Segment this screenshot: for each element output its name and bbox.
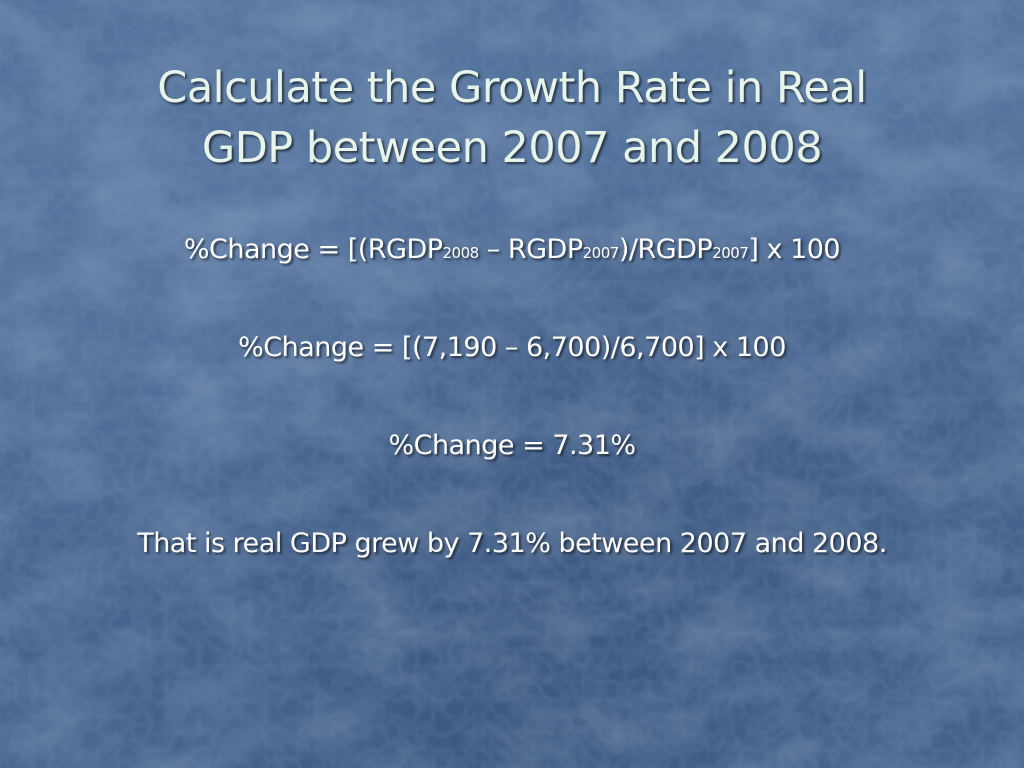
slide-title: Calculate the Growth Rate in Real GDP be…: [40, 58, 984, 178]
formula-subscript-2007-b: 2007: [712, 244, 749, 262]
formula-divide-rgdp: )/RGDP: [618, 234, 713, 265]
formula-minus-rgdp: – RGDP: [478, 234, 583, 265]
formula-suffix: ] x 100: [748, 234, 841, 265]
slide-title-line-1: Calculate the Growth Rate in Real: [157, 63, 867, 113]
formula-prefix: %Change = [(RGDP: [183, 234, 443, 265]
formula-subscript-2007-a: 2007: [582, 244, 620, 262]
result-line: %Change = 7.31%: [388, 430, 636, 461]
slide-title-line-2: GDP between 2007 and 2008: [201, 123, 823, 173]
formula-subscript-2008: 2008: [442, 244, 480, 262]
formula-line: %Change = [(RGDP2008 – RGDP2007)/RGDP200…: [20, 232, 1004, 271]
conclusion-line: That is real GDP grew by 7.31% between 2…: [137, 528, 887, 559]
substitution-line: %Change = [(7,190 – 6,700)/6,700] x 100: [238, 332, 786, 363]
